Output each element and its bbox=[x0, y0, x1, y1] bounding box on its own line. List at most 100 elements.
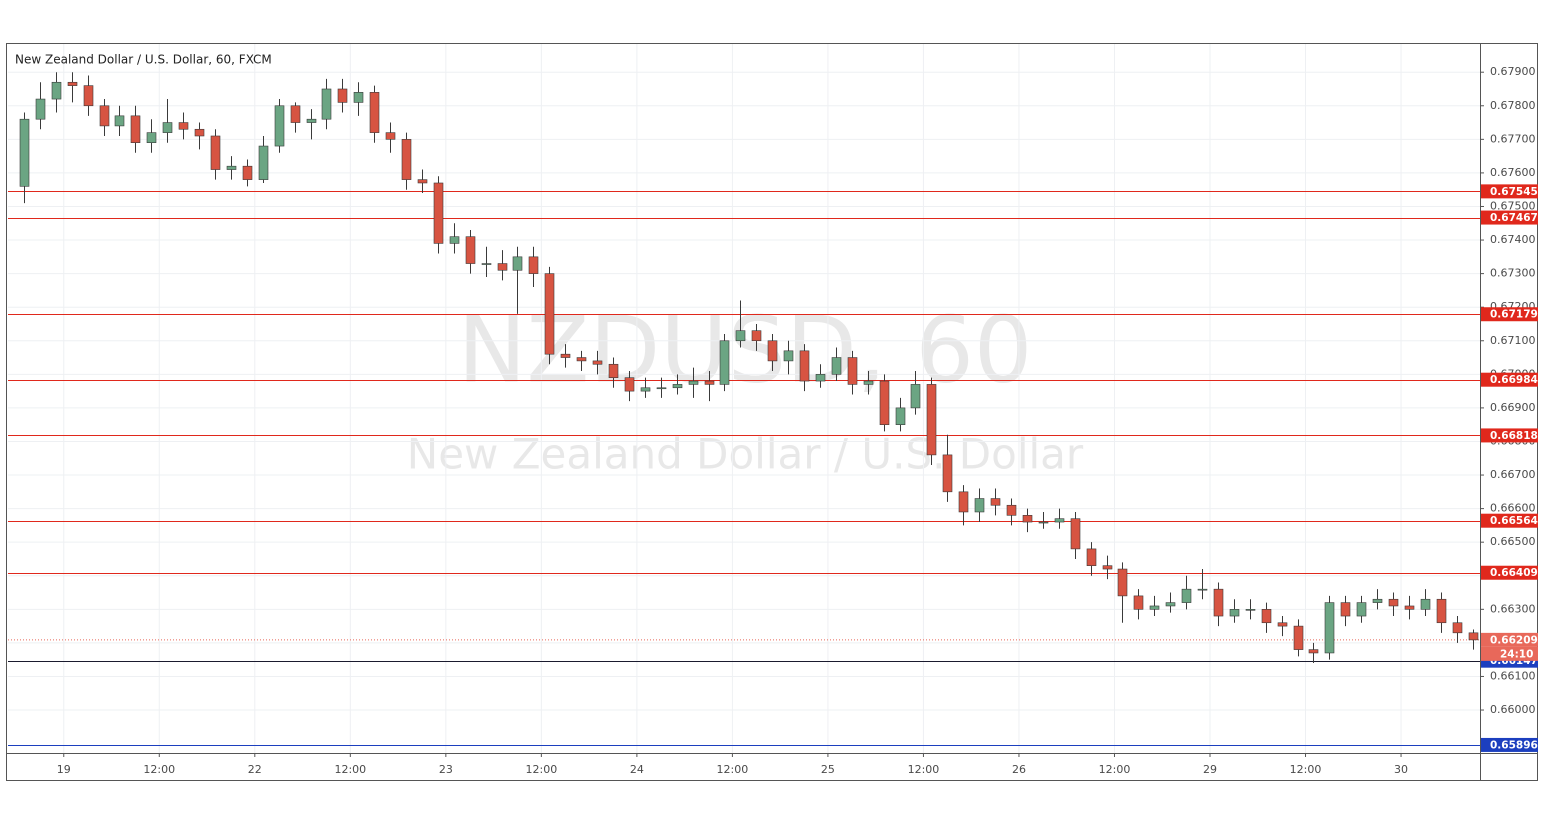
last-price-box bbox=[1481, 632, 1538, 647]
y-tick-label: 0.67900 bbox=[1490, 65, 1536, 78]
candle-body bbox=[1149, 605, 1160, 610]
candle-body bbox=[290, 105, 301, 123]
candle-body bbox=[258, 145, 269, 180]
candle-body bbox=[1452, 622, 1463, 634]
level-box bbox=[1481, 184, 1538, 199]
candle-body bbox=[767, 340, 778, 362]
candle-body bbox=[1117, 568, 1128, 597]
candle-body bbox=[879, 380, 890, 425]
candle-body bbox=[1181, 588, 1192, 603]
candle-body bbox=[847, 357, 858, 385]
candle-body bbox=[114, 115, 125, 127]
candle-body bbox=[178, 122, 189, 130]
candle-body bbox=[544, 273, 555, 355]
candle-body bbox=[560, 353, 571, 358]
candle-body bbox=[1038, 521, 1049, 524]
x-tick-label: 26 bbox=[1012, 763, 1026, 776]
candle-body bbox=[67, 81, 78, 86]
candle-body bbox=[1277, 622, 1288, 627]
candle-body bbox=[926, 384, 937, 456]
candle-body bbox=[640, 387, 651, 392]
candle-body bbox=[1420, 598, 1431, 610]
candle-body bbox=[130, 115, 141, 143]
level-box bbox=[1481, 307, 1538, 322]
x-tick-label: 24 bbox=[630, 763, 644, 776]
candle-body bbox=[672, 384, 683, 389]
candle-body bbox=[735, 330, 746, 342]
x-tick-label: 12:00 bbox=[1099, 763, 1131, 776]
candle-body bbox=[83, 85, 94, 107]
countdown-box bbox=[1481, 646, 1538, 661]
x-tick-label: 29 bbox=[1203, 763, 1217, 776]
chart-title: New Zealand Dollar / U.S. Dollar, 60, FX… bbox=[15, 53, 272, 67]
candle-body bbox=[1070, 518, 1081, 550]
level-label: 0.65896 bbox=[1490, 739, 1538, 751]
candle-body bbox=[417, 179, 428, 184]
level-box bbox=[1481, 565, 1538, 580]
y-tick-label: 0.67600 bbox=[1490, 166, 1536, 179]
y-tick-label: 0.67800 bbox=[1490, 99, 1536, 112]
level-label: 0.66984 bbox=[1490, 374, 1538, 386]
candle-body bbox=[958, 491, 969, 513]
candle-body bbox=[226, 165, 237, 170]
candle-body bbox=[512, 256, 523, 271]
watermark-subtitle: New Zealand Dollar / U.S. Dollar bbox=[407, 430, 1084, 479]
candle-body bbox=[799, 350, 810, 382]
y-tick-label: 0.66600 bbox=[1490, 502, 1536, 515]
candle-body bbox=[1468, 632, 1479, 641]
candle-body bbox=[1356, 602, 1367, 617]
candle-body bbox=[1133, 595, 1144, 610]
candle-body bbox=[242, 165, 253, 180]
candle-body bbox=[465, 236, 476, 264]
x-tick-label: 12:00 bbox=[717, 763, 749, 776]
candle-body bbox=[306, 118, 317, 123]
level-box bbox=[1481, 210, 1538, 225]
candle-body bbox=[528, 256, 539, 274]
candle-body bbox=[1340, 602, 1351, 617]
candle-body bbox=[481, 263, 492, 265]
candle-body bbox=[1102, 565, 1113, 570]
candle-body bbox=[592, 360, 603, 365]
candle-body bbox=[1372, 598, 1383, 603]
x-tick-label: 25 bbox=[821, 763, 835, 776]
candle-body bbox=[99, 105, 110, 127]
level-box bbox=[1481, 737, 1538, 752]
candle-body bbox=[783, 350, 794, 362]
level-box bbox=[1481, 428, 1538, 443]
candle-body bbox=[353, 92, 364, 103]
candle-body bbox=[1229, 609, 1240, 617]
candle-body bbox=[1324, 602, 1335, 654]
x-tick-label: 30 bbox=[1394, 763, 1408, 776]
candle-body bbox=[895, 407, 906, 425]
candle-body bbox=[704, 380, 715, 385]
axes: 0.679000.678000.677000.676000.675000.674… bbox=[57, 65, 1538, 776]
x-tick-label: 12:00 bbox=[526, 763, 558, 776]
candle-body bbox=[688, 380, 699, 385]
level-label: 0.67545 bbox=[1490, 186, 1538, 198]
candle-body bbox=[815, 374, 826, 382]
candle-body bbox=[194, 128, 205, 137]
candle-body bbox=[19, 118, 30, 187]
candle-body bbox=[608, 363, 619, 378]
candle-body bbox=[1404, 605, 1415, 610]
candle-body bbox=[35, 98, 46, 120]
candle-body bbox=[1308, 649, 1319, 654]
candle-body bbox=[1436, 598, 1447, 624]
level-label: 0.66564 bbox=[1490, 515, 1538, 527]
candle-body bbox=[719, 340, 730, 385]
y-tick-label: 0.67100 bbox=[1490, 334, 1536, 347]
candle-body bbox=[162, 122, 173, 133]
y-tick-label: 0.66700 bbox=[1490, 468, 1536, 481]
candle-body bbox=[1165, 602, 1176, 607]
y-tick-label: 0.66900 bbox=[1490, 401, 1536, 414]
candle-body bbox=[321, 88, 332, 120]
y-tick-label: 0.67700 bbox=[1490, 132, 1536, 145]
level-label: 0.66818 bbox=[1490, 430, 1538, 442]
candle-body bbox=[51, 81, 62, 100]
y-tick-label: 0.67400 bbox=[1490, 233, 1536, 246]
x-tick-label: 12:00 bbox=[334, 763, 366, 776]
candle-body bbox=[1086, 548, 1097, 566]
candle-body bbox=[401, 139, 412, 180]
x-tick-label: 19 bbox=[57, 763, 71, 776]
